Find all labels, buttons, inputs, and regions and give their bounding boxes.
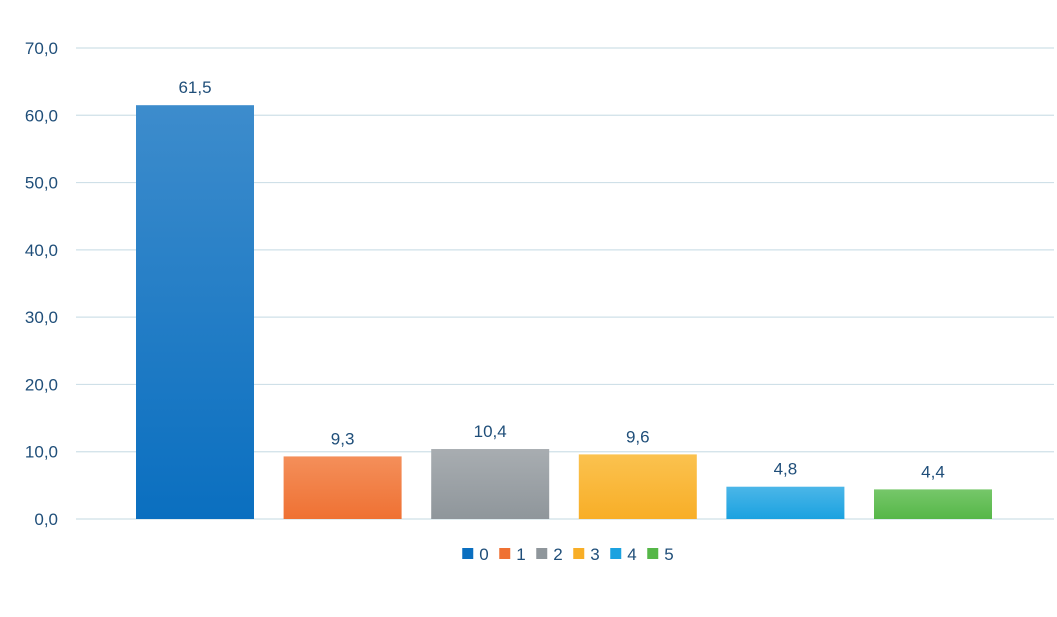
legend-label: 2 bbox=[553, 545, 562, 564]
y-tick-label: 10,0 bbox=[25, 443, 58, 462]
y-tick-label: 60,0 bbox=[25, 106, 58, 125]
legend-label: 1 bbox=[516, 545, 525, 564]
y-tick-label: 20,0 bbox=[25, 375, 58, 394]
data-label-1: 9,3 bbox=[331, 429, 355, 448]
data-label-2: 10,4 bbox=[474, 422, 507, 441]
bar-2 bbox=[431, 449, 550, 519]
y-tick-label: 0,0 bbox=[34, 510, 58, 529]
legend-item-3: 3 bbox=[573, 545, 600, 564]
legend: 0 1 2 3 4 5 bbox=[462, 545, 674, 564]
legend-swatch bbox=[573, 548, 585, 559]
bar-4 bbox=[726, 486, 845, 519]
legend-label: 4 bbox=[627, 545, 636, 564]
data-label-5: 4,4 bbox=[921, 462, 945, 481]
legend-item-1: 1 bbox=[499, 545, 526, 564]
legend-swatch bbox=[536, 548, 548, 559]
y-tick-label: 30,0 bbox=[25, 308, 58, 327]
y-tick-label: 70,0 bbox=[25, 39, 58, 58]
data-label-3: 9,6 bbox=[626, 427, 650, 446]
legend-label: 3 bbox=[590, 545, 599, 564]
legend-swatch bbox=[462, 548, 474, 559]
legend-label: 5 bbox=[664, 545, 673, 564]
data-label-4: 4,8 bbox=[774, 460, 798, 479]
legend-swatch bbox=[499, 548, 511, 559]
y-tick-label: 50,0 bbox=[25, 174, 58, 193]
legend-item-2: 2 bbox=[536, 545, 563, 564]
data-labels: 61,5 9,3 10,4 9,6 4,8 4,4 bbox=[178, 78, 944, 481]
legend-item-4: 4 bbox=[610, 545, 637, 564]
bar-0 bbox=[136, 105, 254, 519]
legend-swatch bbox=[647, 548, 659, 559]
bars bbox=[136, 105, 992, 519]
bar-1 bbox=[283, 456, 402, 519]
legend-item-5: 5 bbox=[647, 545, 674, 564]
bar-5 bbox=[874, 489, 992, 519]
legend-item-0: 0 bbox=[462, 545, 489, 564]
y-axis-tick-labels: 0,0 10,0 20,0 30,0 40,0 50,0 60,0 70,0 bbox=[25, 39, 58, 529]
bar-3 bbox=[578, 454, 697, 519]
data-label-0: 61,5 bbox=[178, 78, 211, 97]
legend-label: 0 bbox=[479, 545, 488, 564]
legend-swatch bbox=[610, 548, 622, 559]
y-tick-label: 40,0 bbox=[25, 241, 58, 260]
